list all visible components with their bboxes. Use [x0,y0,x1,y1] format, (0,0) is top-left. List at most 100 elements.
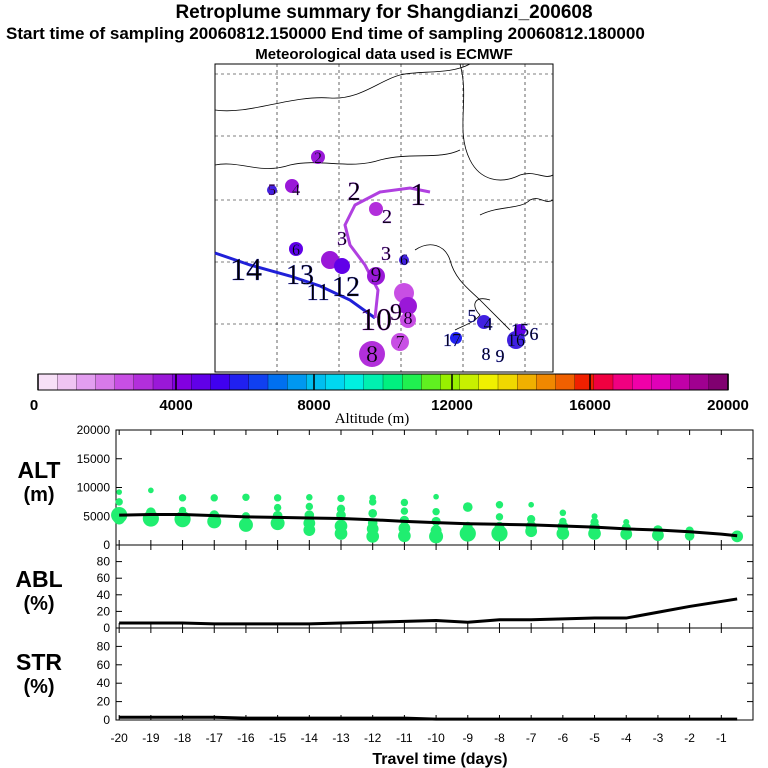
map-dot [514,324,526,336]
colorbar-cell [114,373,135,391]
alt-point [430,525,442,537]
colorbar-cell [612,373,633,391]
panel-ylabel-name: ALT [17,457,60,483]
alt-point [337,494,345,503]
colorbar-cells [37,373,729,391]
map-label: 9 [496,346,505,366]
panel-ylabel-name: ABL [15,566,62,592]
map-label: 16 [507,330,525,350]
colorbar-tick-label: 12000 [431,397,473,414]
y-tick-label: 40 [97,676,111,690]
map-dot [311,150,325,164]
panel-ylabel-name: STR [16,649,62,675]
y-tick-label: 20 [97,604,111,618]
map-label: 11 [306,280,329,306]
colorbar-cell [670,373,691,391]
alt-point [462,502,473,512]
x-tick-label: -14 [301,731,319,745]
panel-ylabel-unit: (m) [23,484,54,506]
alt-point [242,493,250,501]
map-label: 5 [268,182,276,199]
alt-point [336,504,346,513]
map-dot [450,332,462,344]
colorbar-cell [651,373,672,391]
colorbar-cell [363,373,384,391]
x-tick-label: -4 [621,731,632,745]
colorbar-cell [325,373,346,391]
abl-line [119,597,738,626]
map-dot [359,341,385,367]
colorbar-cell [459,373,480,391]
colorbar-label: Altitude (m) [335,411,410,427]
x-tick-label: -12 [364,731,382,745]
alt-point [459,525,476,542]
border-line-2 [214,149,461,169]
colorbar-cell [593,373,614,391]
coastline-3 [454,298,491,331]
map-label: 14 [230,251,262,287]
track-blue [214,251,376,320]
x-tick-label: -1 [716,731,727,745]
str-line [119,715,738,721]
alt-point [491,525,508,542]
colorbar-cell [478,373,499,391]
y-tick-label: 60 [97,571,111,585]
map-dot [399,297,417,315]
map-grid [215,64,553,372]
colorbar-cell [382,373,403,391]
sampling-times: Start time of sampling 20060812.150000 E… [6,24,645,43]
x-axis-label: Travel time (days) [372,751,507,768]
coastline-1 [414,244,511,331]
colorbar-cell [287,373,307,391]
map-label: 4 [292,182,300,199]
map-label: 8 [482,344,491,364]
map-dot [289,242,303,256]
x-tick-label: -15 [269,731,287,745]
colorbar-tick-label: 8000 [297,397,330,414]
y-tick-label: 60 [97,658,111,672]
colorbar-tick-label: 20000 [707,397,749,414]
y-tick-label: 80 [97,555,111,569]
colorbar-tick-label: 16000 [569,397,611,414]
coastline [214,63,554,331]
y-tick-label: 40 [97,588,111,602]
alt-point [623,518,630,526]
alt-point [400,507,409,515]
x-tick-label: -17 [206,731,224,745]
map-label: 17 [443,330,461,350]
alt-point [178,494,187,502]
alt-point [210,494,218,502]
map-label: 5 [468,306,477,326]
alt-point [398,522,411,535]
colorbar-cell [689,373,710,391]
map-dot [477,315,491,329]
border-line-1 [214,63,471,112]
alt-point [495,513,504,521]
colorbar-tick-label: 0 [30,397,38,414]
y-tick-label: 0 [103,621,110,635]
map-label: 4 [484,314,493,334]
alt-point [270,516,285,531]
map-label: 8 [404,308,413,328]
colorbar-cell [133,373,154,391]
x-tick-label: -8 [494,731,505,745]
x-tick-label: -11 [396,731,413,745]
colorbar-cell [517,373,537,391]
y-tick-label: 0 [103,713,110,727]
map-label: 10 [360,301,392,337]
colorbar-cell [229,373,250,391]
map-label: 3 [381,243,391,265]
colorbar-cell [708,373,729,391]
colorbar-cell [555,373,576,391]
panel-alt: ALT(m) 0 5000 10000 15000 20000 [17,423,754,552]
map-label: 13 [286,260,314,291]
map-label: 2 [314,150,322,167]
x-tick-label: -20 [110,731,128,745]
colorbar-cell [152,373,173,391]
y-tick-label: 15000 [77,452,111,466]
colorbar-cell [76,373,97,391]
y-tick-label: 5000 [83,509,110,523]
map-dot [399,255,409,265]
